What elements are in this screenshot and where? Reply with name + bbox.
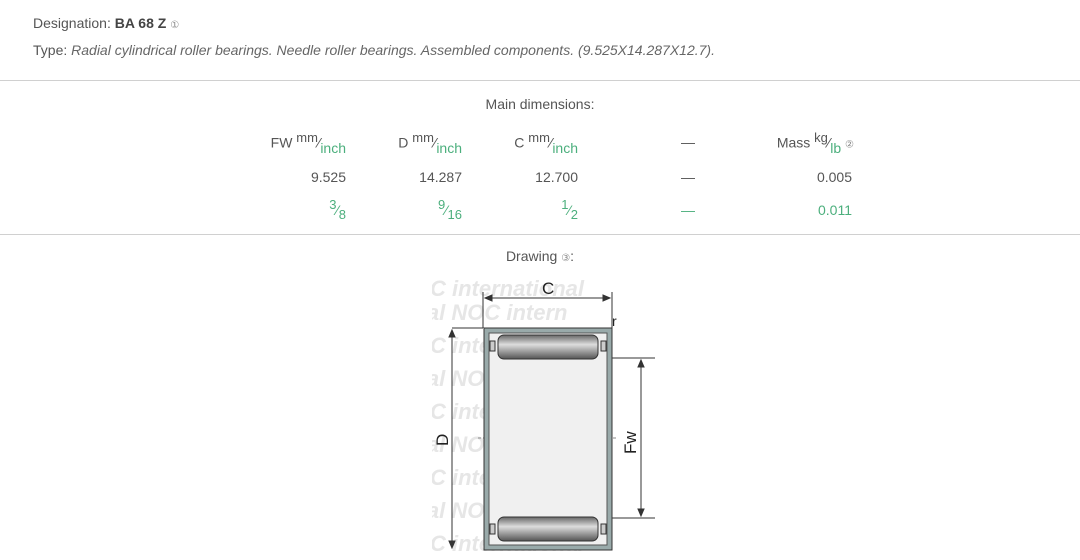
- header-fw: FW mm⁄inch: [270, 130, 346, 156]
- designation: Designation: BA 68 Z ①: [33, 15, 179, 31]
- divider: [0, 234, 1080, 235]
- type-label: Type:: [33, 42, 68, 58]
- label-c: C: [542, 279, 554, 298]
- d-inch: 9⁄16: [437, 197, 462, 222]
- needle-roller-bottom: [497, 516, 599, 542]
- c-mm: 12.700: [535, 169, 578, 185]
- c-inch: 1⁄2: [561, 197, 578, 222]
- info-icon[interactable]: ③: [561, 253, 571, 264]
- fw-inch: 3⁄8: [329, 197, 346, 222]
- designation-label: Designation:: [33, 15, 111, 31]
- header-mass: Mass kg⁄lb ②: [776, 130, 854, 156]
- info-icon[interactable]: ①: [170, 20, 180, 31]
- header-c: C mm⁄inch: [514, 130, 578, 156]
- dash-inch: —: [681, 202, 695, 218]
- header-d: D mm⁄inch: [398, 130, 462, 156]
- svg-text:onal NOC intern: onal NOC intern: [400, 300, 567, 325]
- mass-lb: 0.011: [818, 202, 852, 218]
- label-d: D: [433, 434, 452, 446]
- needle-roller-top: [497, 334, 599, 360]
- type: Type: Radial cylindrical roller bearings…: [33, 42, 715, 58]
- type-value: Radial cylindrical roller bearings. Need…: [71, 42, 715, 58]
- designation-value: BA 68 Z: [114, 15, 167, 31]
- dash-mm: —: [681, 169, 695, 185]
- d-mm: 14.287: [419, 169, 462, 185]
- mass-kg: 0.005: [816, 169, 852, 185]
- divider: [0, 80, 1080, 81]
- svg-text:C international: C international: [430, 276, 585, 301]
- drawing-title: Drawing ③:: [505, 248, 575, 264]
- header-dash: —: [681, 134, 695, 150]
- info-icon[interactable]: ②: [845, 139, 854, 151]
- fw-mm: 9.525: [310, 169, 346, 185]
- main-dimensions-title: Main dimensions:: [485, 96, 595, 112]
- label-r: r: [612, 313, 617, 329]
- label-fw: Fw: [621, 431, 640, 454]
